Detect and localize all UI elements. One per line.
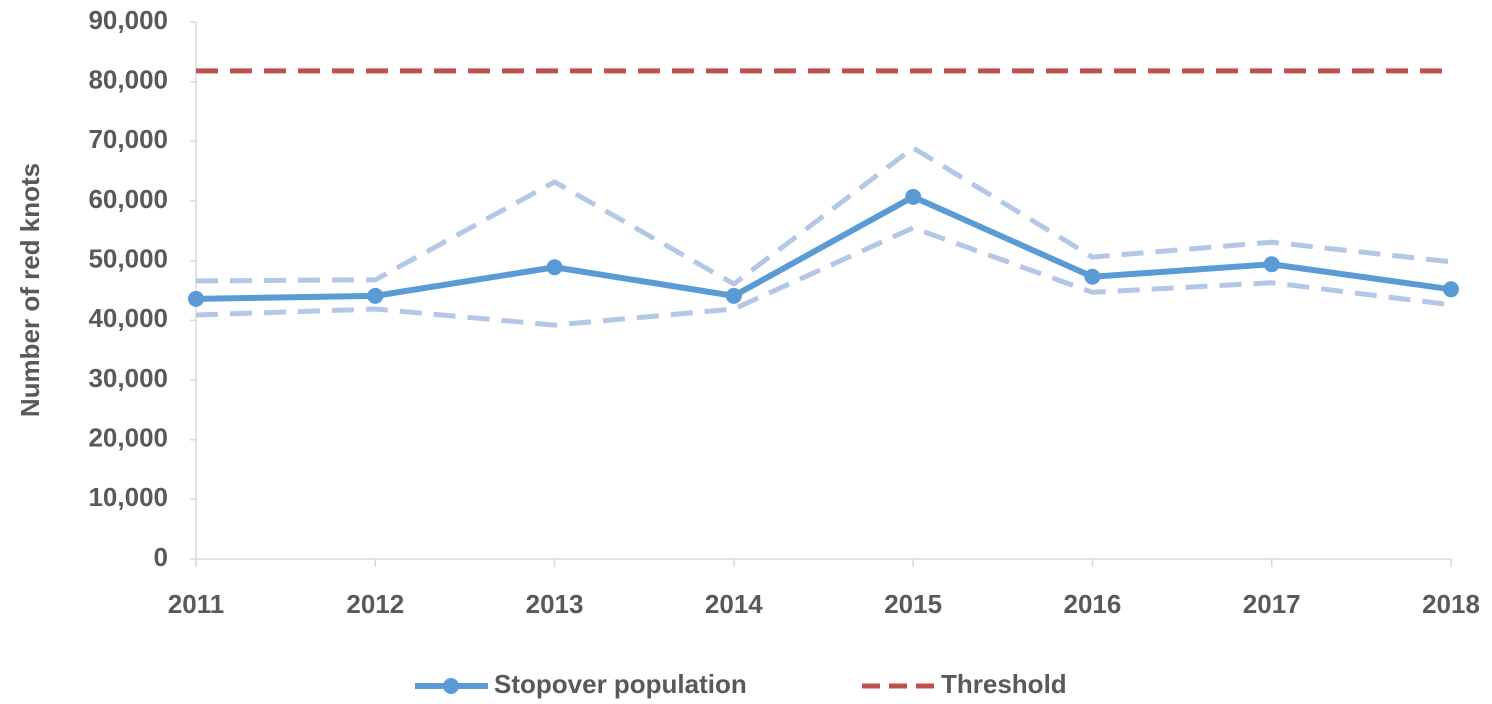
x-tick-label: 2014 <box>705 589 763 619</box>
y-tick-label: 30,000 <box>88 363 168 393</box>
series-marker <box>725 287 742 304</box>
series-marker <box>1084 268 1101 285</box>
y-tick-label: 70,000 <box>88 124 168 154</box>
series-line <box>195 193 1452 302</box>
y-axis-title: Number of red knots <box>15 163 45 417</box>
y-tick-label: 60,000 <box>88 184 168 214</box>
series-marker <box>546 259 563 276</box>
y-tick-label: 0 <box>154 542 168 572</box>
series-marker <box>188 290 204 307</box>
series-line <box>195 225 1452 328</box>
series-marker <box>367 287 384 304</box>
legend-label: Stopover population <box>494 669 747 699</box>
y-tick-label: 50,000 <box>88 244 168 274</box>
y-tick-label: 40,000 <box>88 303 168 333</box>
x-tick-label: 2015 <box>884 589 942 619</box>
series-marker <box>1263 256 1280 273</box>
series-line <box>195 145 1452 287</box>
legend-marker <box>443 678 459 694</box>
y-tick-label: 20,000 <box>88 423 168 453</box>
x-tick-label: 2018 <box>1422 589 1480 619</box>
series-marker <box>905 188 922 205</box>
x-tick-label: 2011 <box>168 589 224 619</box>
legend-label: Threshold <box>941 669 1067 699</box>
y-tick-label: 10,000 <box>88 482 168 512</box>
x-tick-label: 2012 <box>346 589 404 619</box>
x-tick-label: 2013 <box>526 589 584 619</box>
x-tick-label: 2017 <box>1243 589 1301 619</box>
x-tick-label: 2016 <box>1064 589 1122 619</box>
y-tick-label: 80,000 <box>88 65 168 95</box>
y-tick-label: 90,000 <box>88 5 168 35</box>
series-marker <box>1443 281 1459 298</box>
